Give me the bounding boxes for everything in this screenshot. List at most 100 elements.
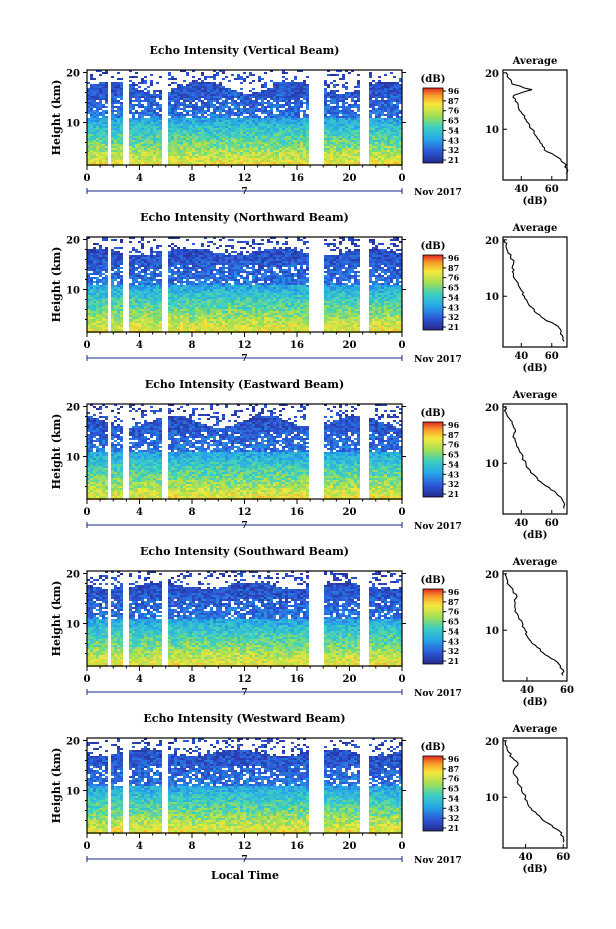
heatmap-cell [255,122,258,124]
heatmap-cell [339,124,342,126]
heatmap-cell [168,315,171,317]
heatmap-cell [258,128,261,130]
heatmap-cell [330,92,333,94]
heatmap-cell [369,126,372,128]
heatmap-cell [153,162,156,164]
heatmap-cell [222,110,225,112]
heatmap-cell [90,309,93,311]
heatmap-cell [129,90,132,92]
heatmap-cell [168,289,171,291]
heatmap-cell [96,160,99,162]
heatmap-cell [327,134,330,136]
heatmap-cell [228,102,231,104]
heatmap-cell [150,307,153,309]
heatmap-cell [114,317,117,319]
heatmap-cell [114,128,117,130]
heatmap-cell [237,120,240,122]
heatmap-cell [150,295,153,297]
heatmap-cell [243,100,246,102]
heatmap-cell [105,283,108,285]
heatmap-cell [198,118,201,120]
heatmap-cell [141,132,144,134]
heatmap-cell [333,92,336,94]
heatmap-cell [219,136,222,138]
heatmap-cell [111,156,114,158]
heatmap-cell [198,134,201,136]
heatmap-cell [303,160,306,162]
heatmap-cell [150,263,153,265]
heatmap-cell [234,156,237,158]
heatmap-cell [90,325,93,327]
heatmap-cell [219,90,222,92]
heatmap-cell [201,106,204,108]
colorbar-tick-label: 32 [448,145,459,155]
heatmap-cell [87,96,90,98]
heatmap-cell [99,315,102,317]
heatmap-cell [171,303,174,305]
heatmap-cell [216,86,219,88]
heatmap-cell [117,120,120,122]
heatmap-cell [96,88,99,90]
heatmap-cell [252,122,255,124]
heatmap-cell [288,152,291,154]
heatmap-cell [168,138,171,140]
heatmap-cell [150,253,153,255]
heatmap-cell [195,144,198,146]
heatmap-cell [150,80,153,82]
heatmap-cell [330,100,333,102]
heatmap-cell [135,259,138,261]
heatmap-cell [105,257,108,259]
heatmap-cell [93,305,96,307]
heatmap-cell [105,287,108,289]
heatmap-cell [144,100,147,102]
heatmap-cell [228,88,231,90]
heatmap-cell [144,325,147,327]
heatmap-cell [105,315,108,317]
heatmap-cell [102,323,105,325]
heatmap-cell [93,273,96,275]
heatmap-cell [156,325,159,327]
heatmap-cell [375,126,378,128]
heatmap-cell [141,130,144,132]
heatmap-cell [255,120,258,122]
heatmap-cell [177,251,180,253]
heatmap-cell [96,315,99,317]
heatmap-cell [159,287,162,289]
heatmap-cell [183,108,186,110]
heatmap-cell [204,124,207,126]
heatmap-cell [102,237,105,239]
heatmap-cell [372,80,375,82]
heatmap-cell [246,98,249,100]
heatmap-cell [186,74,189,76]
heatmap-cell [117,277,120,279]
heatmap-cell [330,126,333,128]
heatmap-cell [240,158,243,160]
heatmap-cell [192,94,195,96]
heatmap-cell [168,323,171,325]
heatmap-cell [150,144,153,146]
heatmap-cell [216,150,219,152]
heatmap-cell [114,277,117,279]
heatmap-cell [336,146,339,148]
heatmap-cell [282,152,285,154]
heatmap-cell [114,122,117,124]
heatmap-cell [279,110,282,112]
heatmap-cell [132,315,135,317]
heatmap-cell [207,162,210,164]
heatmap-cell [90,273,93,275]
heatmap-cell [129,156,132,158]
heatmap-cell [228,156,231,158]
heatmap-cell [147,148,150,150]
heatmap-cell [333,102,336,104]
heatmap-cell [348,148,351,150]
heatmap-cell [111,128,114,130]
heatmap-cell [258,134,261,136]
heatmap-cell [267,120,270,122]
heatmap-cell [90,323,93,325]
heatmap-cell [282,118,285,120]
heatmap-cell [291,162,294,164]
heatmap-cell [261,90,264,92]
heatmap-cell [183,162,186,164]
heatmap-cell [249,130,252,132]
heatmap-cell [261,128,264,130]
